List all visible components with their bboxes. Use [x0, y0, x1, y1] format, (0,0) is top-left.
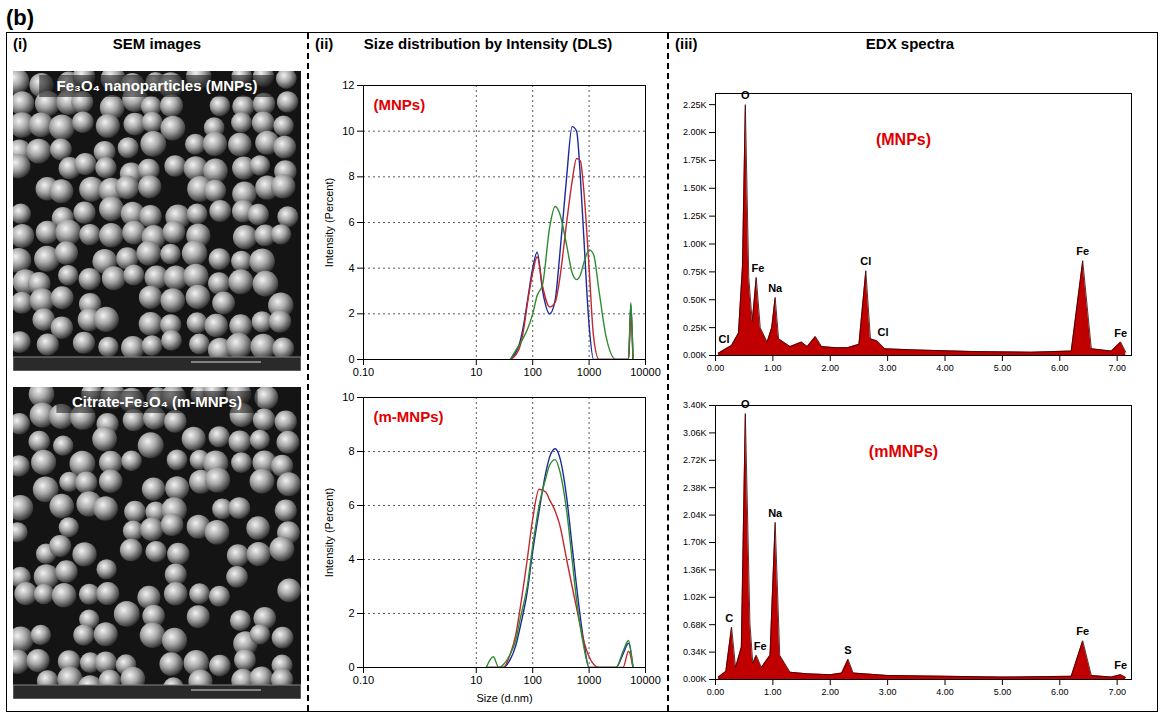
svg-text:Fe: Fe: [1076, 245, 1089, 257]
svg-text:0.34K: 0.34K: [683, 647, 707, 657]
svg-text:Fe: Fe: [1114, 659, 1127, 671]
svg-text:2: 2: [348, 307, 354, 319]
svg-text:2.00: 2.00: [821, 687, 839, 697]
svg-text:5.00: 5.00: [994, 687, 1012, 697]
svg-text:1.50K: 1.50K: [683, 183, 707, 193]
svg-text:7.00: 7.00: [1108, 687, 1126, 697]
svg-text:4.00: 4.00: [936, 363, 954, 373]
svg-text:3.00: 3.00: [879, 363, 897, 373]
svg-text:3.00: 3.00: [879, 687, 897, 697]
svg-text:8: 8: [348, 445, 354, 457]
svg-text:10: 10: [470, 366, 482, 378]
svg-text:Citrate-Fe₃O₄ (m-MNPs): Citrate-Fe₃O₄ (m-MNPs): [72, 393, 242, 410]
svg-text:2.38K: 2.38K: [683, 483, 707, 493]
svg-text:10: 10: [342, 391, 354, 403]
svg-text:(m-MNPs): (m-MNPs): [374, 408, 444, 425]
svg-text:0.00K: 0.00K: [683, 350, 707, 360]
svg-text:O: O: [741, 89, 750, 101]
svg-text:Fe: Fe: [1076, 625, 1089, 637]
svg-text:6: 6: [348, 216, 354, 228]
svg-text:1.00K: 1.00K: [683, 239, 707, 249]
html-text:(iii): (iii): [675, 35, 698, 52]
svg-text:3.06K: 3.06K: [683, 428, 707, 438]
html-text:(i): (i): [13, 35, 28, 52]
svg-text:S: S: [844, 644, 851, 656]
svg-text:Fe: Fe: [752, 262, 765, 274]
svg-text:0.00: 0.00: [707, 363, 725, 373]
svg-text:2.00K: 2.00K: [683, 127, 707, 137]
svg-text:0.00K: 0.00K: [683, 674, 707, 684]
svg-text:6.00: 6.00: [1051, 687, 1069, 697]
svg-text:0.25K: 0.25K: [683, 323, 707, 333]
svg-text:1000: 1000: [577, 674, 601, 686]
svg-text:7.00: 7.00: [1108, 363, 1126, 373]
svg-text:Cl: Cl: [878, 326, 889, 338]
svg-text:(MNPs): (MNPs): [876, 131, 931, 148]
svg-text:10: 10: [470, 674, 482, 686]
svg-text:6: 6: [348, 499, 354, 511]
svg-text:1.36K: 1.36K: [683, 565, 707, 575]
svg-text:1.00: 1.00: [764, 687, 782, 697]
svg-text:Intensity (Percent): Intensity (Percent): [323, 178, 335, 267]
svg-text:(mMNPs): (mMNPs): [869, 443, 938, 460]
svg-text:C: C: [725, 612, 733, 624]
svg-text:0.68K: 0.68K: [683, 620, 707, 630]
svg-text:2: 2: [348, 607, 354, 619]
svg-text:0.10: 0.10: [353, 366, 374, 378]
svg-text:Na: Na: [768, 507, 783, 519]
svg-text:2.04K: 2.04K: [683, 510, 707, 520]
svg-text:1.02K: 1.02K: [683, 592, 707, 602]
svg-text:Intensity (Percent): Intensity (Percent): [323, 488, 335, 577]
svg-text:8: 8: [348, 170, 354, 182]
svg-text:1.00: 1.00: [764, 363, 782, 373]
svg-text:0: 0: [348, 353, 354, 365]
svg-text:1.25K: 1.25K: [683, 211, 707, 221]
html-text:SEM images: SEM images: [112, 35, 202, 52]
svg-text:100: 100: [524, 366, 542, 378]
svg-text:6.00: 6.00: [1051, 363, 1069, 373]
svg-text:4: 4: [348, 262, 354, 274]
svg-text:O: O: [741, 398, 750, 410]
svg-text:0.75K: 0.75K: [683, 267, 707, 277]
svg-text:5.00: 5.00: [994, 363, 1012, 373]
svg-text:Na: Na: [768, 282, 783, 294]
svg-text:10000: 10000: [630, 674, 661, 686]
svg-text:2.00: 2.00: [821, 363, 839, 373]
svg-text:4: 4: [348, 553, 354, 565]
svg-text:2.25K: 2.25K: [683, 100, 707, 110]
svg-text:12: 12: [342, 79, 354, 91]
html-text:Size distribution by Intensity: Size distribution by Intensity (DLS): [363, 35, 613, 52]
html-text:(ii): (ii): [315, 35, 334, 52]
html-text:EDX spectra: EDX spectra: [865, 35, 955, 52]
svg-text:0.10: 0.10: [353, 674, 374, 686]
svg-text:Size (d.nm): Size (d.nm): [476, 692, 532, 704]
svg-text:Fe: Fe: [1114, 327, 1127, 339]
svg-text:1.75K: 1.75K: [683, 155, 707, 165]
svg-text:3.40K: 3.40K: [683, 400, 707, 410]
svg-text:10000: 10000: [630, 366, 661, 378]
svg-text:10: 10: [342, 125, 354, 137]
svg-text:Fe: Fe: [754, 640, 767, 652]
html-text:(b): (b): [6, 5, 35, 30]
svg-text:Cl: Cl: [860, 255, 871, 267]
svg-text:Fe₃O₄ nanoparticles (MNPs): Fe₃O₄ nanoparticles (MNPs): [57, 77, 258, 94]
svg-text:0.50K: 0.50K: [683, 295, 707, 305]
svg-text:1000: 1000: [577, 366, 601, 378]
svg-text:0.00: 0.00: [707, 687, 725, 697]
svg-text:1.70K: 1.70K: [683, 537, 707, 547]
svg-text:Cl: Cl: [719, 333, 730, 345]
svg-text:0: 0: [348, 661, 354, 673]
svg-text:4.00: 4.00: [936, 687, 954, 697]
svg-text:(MNPs): (MNPs): [374, 96, 426, 113]
svg-text:2.72K: 2.72K: [683, 455, 707, 465]
svg-text:100: 100: [524, 674, 542, 686]
